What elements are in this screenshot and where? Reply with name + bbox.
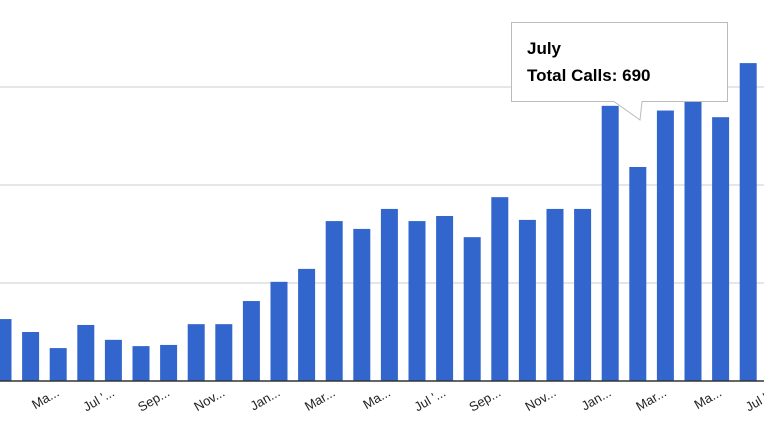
- x-tick-label: Ma...: [29, 385, 62, 412]
- bar: [132, 346, 150, 381]
- tooltip-value: 690: [622, 66, 650, 85]
- x-tick-label: Jan...: [247, 385, 282, 414]
- x-tick-label: Sep...: [135, 385, 172, 415]
- bar: [739, 63, 757, 381]
- bar: [353, 228, 371, 381]
- x-tick-label: Jul '...: [743, 385, 764, 415]
- bar: [656, 110, 674, 381]
- bar: [684, 101, 702, 381]
- bar: [325, 221, 343, 381]
- x-tick-label: Nov...: [191, 385, 227, 414]
- bar: [22, 332, 40, 381]
- bar: [712, 117, 730, 381]
- x-tick-label: Jan...: [579, 385, 614, 414]
- tooltip: July Total Calls: 690: [511, 22, 728, 121]
- x-tick-label: Jul '...: [412, 385, 449, 415]
- x-tick-label: Jul '...: [80, 385, 117, 415]
- bar: [0, 319, 12, 381]
- bar: [491, 197, 509, 381]
- x-tick-label: Ma...: [692, 385, 725, 412]
- x-tick-label: Sep...: [466, 385, 503, 415]
- bar: [77, 324, 95, 381]
- bar: [49, 348, 67, 381]
- bar: [215, 324, 233, 381]
- bar: [160, 344, 178, 381]
- bar: [436, 215, 454, 381]
- bar: [187, 324, 205, 381]
- x-tick-label: Mar...: [633, 385, 669, 414]
- bar: [546, 208, 564, 381]
- bar: [408, 221, 426, 381]
- bar: [463, 237, 481, 381]
- bar: [518, 219, 536, 381]
- tooltip-box: [511, 22, 728, 121]
- bar: [380, 208, 398, 381]
- bar: [574, 208, 592, 381]
- bar: [298, 268, 316, 381]
- bar: [242, 301, 260, 381]
- bar: [270, 281, 288, 381]
- x-labels: Ma... Jul '... Sep... Nov... Jan... Mar... Ma.…: [29, 385, 764, 415]
- bars: [0, 63, 757, 381]
- x-tick-label: Nov...: [522, 385, 558, 414]
- tooltip-title: July: [527, 39, 562, 58]
- bar: [104, 339, 122, 381]
- bar: [601, 105, 619, 381]
- x-tick-label: Mar...: [302, 385, 338, 414]
- bar: [629, 166, 647, 381]
- tooltip-text: Total Calls: 690: [527, 66, 650, 85]
- tooltip-label: Total Calls:: [527, 66, 617, 85]
- x-tick-label: Ma...: [360, 385, 393, 412]
